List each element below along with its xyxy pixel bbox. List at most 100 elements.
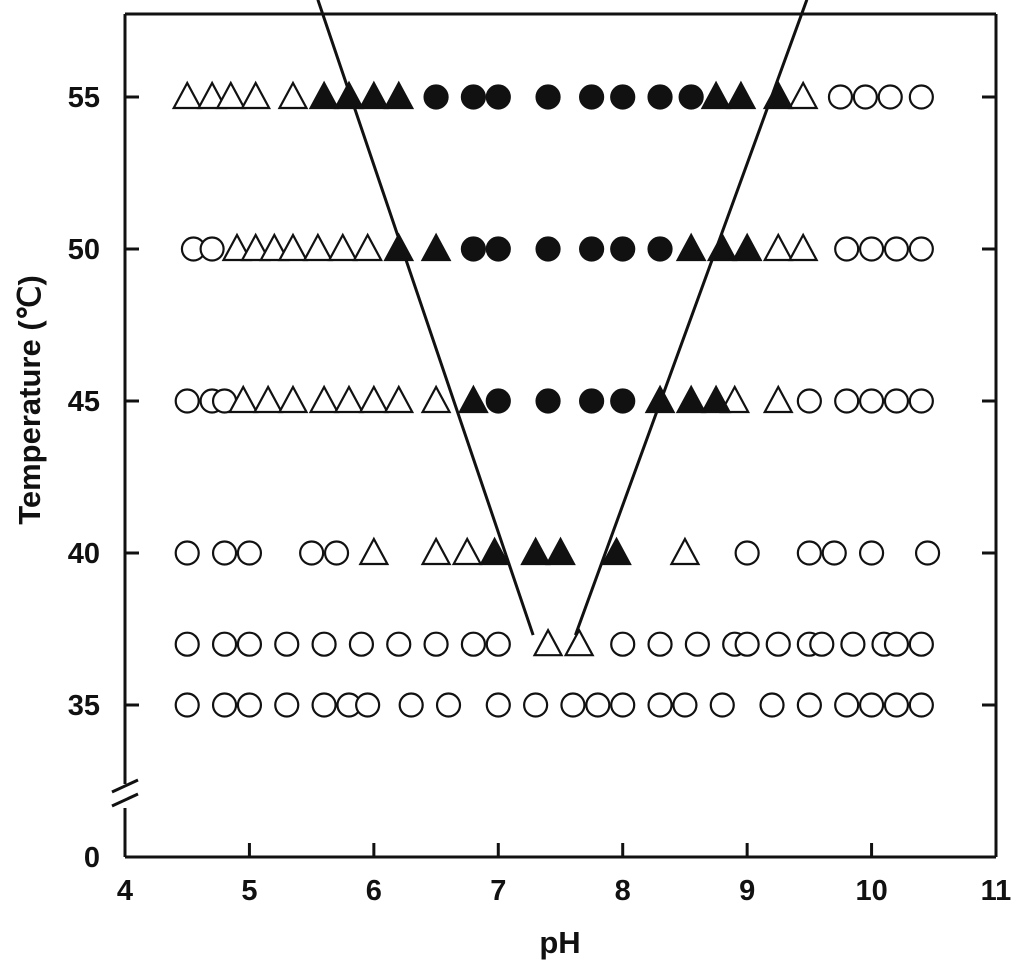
y-tick-label: 0 (84, 842, 100, 874)
x-tick-label: 7 (490, 875, 506, 907)
open-circle-marker (827, 84, 854, 110)
open-circle-marker (174, 631, 200, 657)
axis-break-mark-lower (111, 792, 139, 808)
open-triangle-marker (352, 232, 383, 262)
open-circle-marker (734, 631, 760, 657)
open-circle-marker (174, 540, 200, 566)
y-tick-label: 35 (68, 690, 100, 722)
open-triangle-marker (196, 80, 228, 110)
open-circle-marker (883, 631, 910, 657)
open-circle-marker (274, 631, 300, 657)
open-circle-marker (485, 692, 511, 718)
open-circle-marker (796, 692, 822, 718)
filled-triangle-marker (333, 80, 365, 110)
open-circle-marker (858, 692, 885, 718)
filled-triangle-marker (675, 384, 707, 414)
open-triangle-marker (762, 232, 794, 262)
open-circle-marker (460, 631, 486, 657)
open-circle-marker (523, 692, 549, 718)
open-circle-marker (236, 692, 263, 718)
open-circle-marker (796, 388, 822, 414)
open-circle-marker (858, 388, 885, 414)
open-circle-marker (709, 692, 735, 718)
axis-break-mark-upper (111, 778, 139, 794)
open-circle-marker (877, 84, 903, 110)
filled-circle-marker (647, 84, 673, 110)
open-triangle-marker (240, 80, 271, 110)
open-circle-marker (211, 692, 238, 718)
filled-circle-marker (579, 236, 605, 262)
filled-triangle-marker (700, 384, 732, 414)
open-circle-marker (323, 540, 350, 566)
filled-triangle-marker (520, 536, 551, 566)
filled-triangle-marker (458, 384, 489, 414)
open-circle-marker (560, 692, 586, 718)
filled-circle-marker (460, 84, 486, 110)
open-triangle-marker (451, 536, 483, 566)
open-circle-marker (585, 692, 611, 718)
open-triangle-marker (277, 80, 309, 110)
open-circle-marker (914, 540, 941, 566)
open-circle-marker (199, 236, 225, 262)
open-circle-marker (840, 631, 866, 657)
filled-circle-marker (610, 236, 636, 262)
y-tick-label: 45 (68, 386, 100, 418)
open-triangle-marker (420, 536, 452, 566)
x-tick-label: 9 (739, 875, 755, 907)
x-tick-label: 5 (241, 875, 257, 907)
open-circle-marker (858, 236, 885, 262)
filled-triangle-marker (358, 80, 390, 110)
open-circle-marker (435, 692, 462, 718)
plot-frame (111, 12, 998, 859)
open-circle-marker (311, 631, 337, 657)
filled-circle-marker (535, 236, 561, 262)
filled-triangle-marker (700, 80, 732, 110)
open-circle-marker (883, 236, 910, 262)
y-tick-label: 55 (68, 82, 100, 114)
open-triangle-marker (171, 80, 203, 110)
open-triangle-marker (420, 384, 452, 414)
open-triangle-marker (333, 384, 365, 414)
open-circle-marker (852, 84, 878, 110)
filled-triangle-marker (675, 232, 707, 262)
filled-triangle-marker (545, 536, 576, 566)
open-circle-marker (236, 540, 263, 566)
open-circle-marker (610, 692, 636, 718)
filled-circle-marker (610, 388, 636, 414)
open-circle-marker (908, 692, 934, 718)
filled-triangle-marker (308, 80, 340, 110)
filled-circle-marker (423, 84, 449, 110)
open-circle-marker (211, 540, 238, 566)
filled-triangle-marker (644, 384, 676, 414)
filled-triangle-marker (731, 232, 763, 262)
filled-circle-marker (485, 388, 511, 414)
filled-circle-marker (535, 84, 561, 110)
open-triangle-marker (240, 232, 271, 262)
x-tick-label: 6 (366, 875, 382, 907)
open-triangle-marker (308, 384, 340, 414)
open-triangle-marker (358, 384, 390, 414)
open-circle-marker (672, 692, 698, 718)
open-circle-marker (174, 388, 200, 414)
x-axis-title: pH (539, 925, 580, 960)
open-triangle-marker (669, 536, 701, 566)
open-triangle-marker (302, 232, 334, 262)
data-points (171, 80, 941, 718)
filled-triangle-marker (762, 80, 794, 110)
filled-circle-marker (647, 236, 673, 262)
open-circle-marker (684, 631, 710, 657)
open-circle-marker (734, 540, 760, 566)
filled-circle-marker (579, 388, 605, 414)
open-circle-marker (211, 631, 238, 657)
open-circle-marker (883, 692, 910, 718)
open-circle-marker (759, 692, 785, 718)
open-triangle-marker (277, 232, 309, 262)
filled-circle-marker (610, 84, 636, 110)
open-triangle-marker (383, 384, 415, 414)
open-triangle-marker (787, 80, 819, 110)
open-circle-marker (883, 388, 910, 414)
filled-triangle-marker (479, 536, 510, 566)
open-triangle-marker (258, 232, 290, 262)
x-tick-label: 10 (855, 875, 887, 907)
